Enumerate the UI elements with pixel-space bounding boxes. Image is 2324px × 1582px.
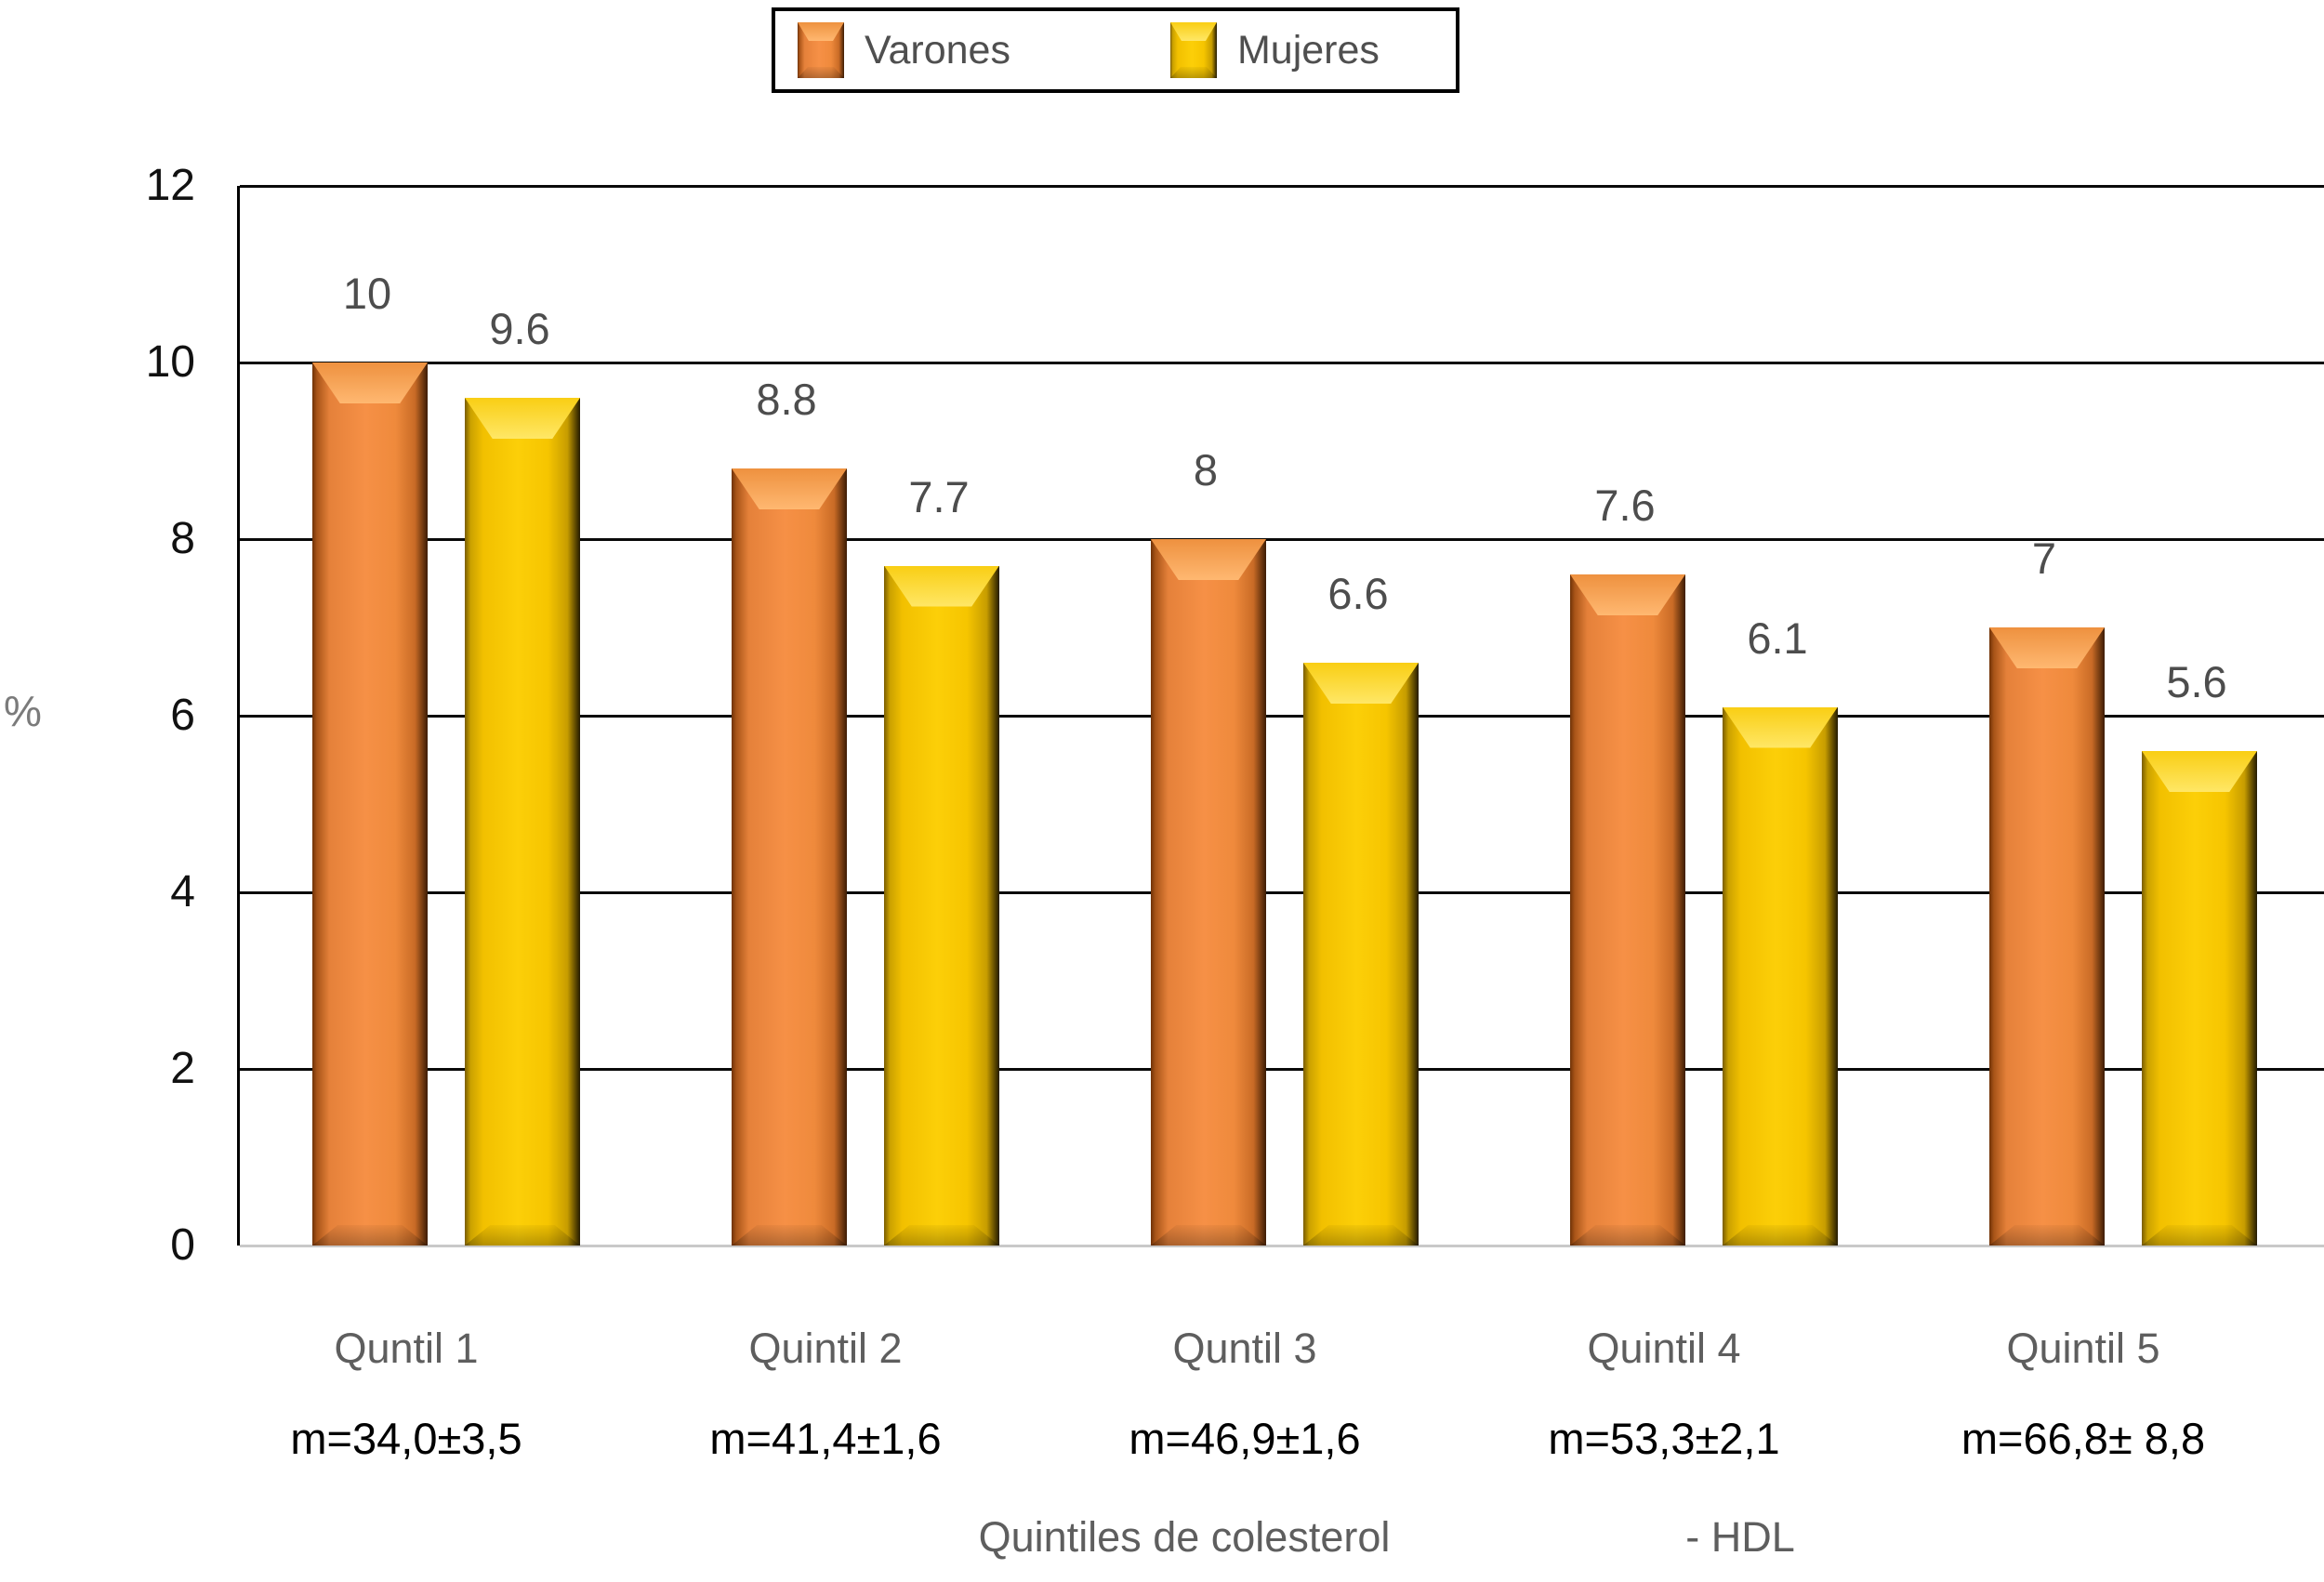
y-tick-label-0: 0 — [170, 1220, 195, 1270]
bar-value-label-mujeres-q3: 6.6 — [1327, 569, 1389, 618]
bar-mujeres-q2 — [884, 565, 999, 1246]
bar-varones-q4 — [1570, 574, 1685, 1246]
gridline-10 — [240, 361, 2324, 364]
bar-varones-q5 — [1989, 627, 2105, 1246]
legend-item-varones: Varones — [798, 22, 1010, 78]
legend-item-mujeres: Mujeres — [1169, 22, 1380, 78]
y-tick-label-4: 4 — [170, 867, 195, 916]
bar-varones-q2 — [732, 468, 847, 1246]
x-mean-label-q2: m=41,4±1,6 — [709, 1414, 942, 1463]
bar-value-label-varones-q5: 7 — [2031, 534, 2057, 583]
y-tick-label-10: 10 — [145, 337, 195, 387]
bar-value-label-varones-q1: 10 — [342, 269, 392, 318]
bar-value-label-mujeres-q1: 9.6 — [489, 304, 550, 353]
bar-value-label-varones-q2: 8.8 — [756, 375, 817, 424]
bar-value-label-mujeres-q4: 6.1 — [1747, 613, 1808, 663]
bar-value-label-mujeres-q5: 5.6 — [2166, 657, 2227, 706]
x-category-label-q5: Quintil 5 — [2006, 1325, 2160, 1372]
y-tick-label-6: 6 — [170, 691, 195, 740]
bar-value-label-varones-q3: 8 — [1193, 445, 1219, 494]
plot-area — [237, 184, 2324, 1247]
gridline-12 — [240, 184, 2324, 188]
x-axis-title: Quintiles de colesterol — [978, 1513, 1391, 1561]
bar-mujeres-q5 — [2142, 751, 2257, 1246]
y-axis-unit-label: % — [4, 687, 42, 735]
gridline-0 — [240, 1244, 2324, 1247]
x-mean-label-q3: m=46,9±1,6 — [1129, 1414, 1361, 1463]
gridline-8 — [240, 537, 2324, 541]
bar-varones-q1 — [312, 363, 428, 1246]
varones-swatch-icon — [798, 22, 844, 78]
x-category-label-q1: Quntil 1 — [334, 1325, 479, 1372]
bar-value-label-mujeres-q2: 7.7 — [908, 471, 970, 521]
gridline-6 — [240, 714, 2324, 718]
x-mean-label-q5: m=66,8± 8,8 — [1961, 1414, 2206, 1463]
x-category-label-q3: Quntil 3 — [1172, 1325, 1317, 1372]
x-axis-title-suffix: - HDL — [1685, 1513, 1795, 1561]
bar-mujeres-q4 — [1723, 706, 1838, 1246]
mujeres-swatch-icon — [1169, 22, 1217, 78]
gridline-2 — [240, 1067, 2324, 1071]
y-tick-label-2: 2 — [170, 1044, 195, 1093]
y-tick-label-12: 12 — [145, 161, 195, 210]
bar-mujeres-q1 — [465, 398, 580, 1246]
legend: Varones Mujeres — [772, 7, 1459, 93]
x-mean-label-q1: m=34,0±3,5 — [290, 1414, 522, 1463]
bar-mujeres-q3 — [1303, 663, 1419, 1246]
x-mean-label-q4: m=53,3±2,1 — [1548, 1414, 1780, 1463]
bar-value-label-varones-q4: 7.6 — [1594, 481, 1656, 530]
y-tick-label-8: 8 — [170, 514, 195, 563]
gridline-4 — [240, 890, 2324, 894]
legend-label-varones: Varones — [865, 27, 1010, 73]
legend-label-mujeres: Mujeres — [1236, 27, 1380, 73]
bar-varones-q3 — [1151, 539, 1266, 1246]
x-category-label-q2: Quintil 2 — [748, 1325, 903, 1372]
x-category-label-q4: Quintil 4 — [1587, 1325, 1741, 1372]
